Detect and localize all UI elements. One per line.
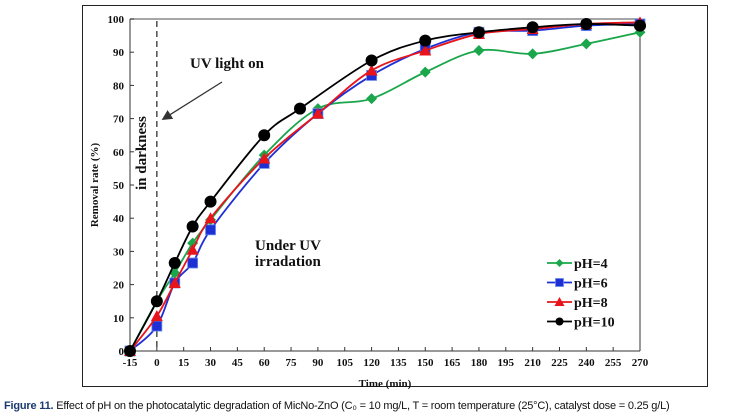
data-point <box>204 212 217 224</box>
x-tick-label: 0 <box>154 357 160 369</box>
legend-item: pH=8 <box>547 296 608 311</box>
legend: pH=4 pH=6 pH=8 pH=10 <box>547 257 615 331</box>
data-point <box>472 26 485 39</box>
data-point <box>419 66 431 78</box>
caption-text: Effect of pH on the photocatalytic degra… <box>53 400 670 412</box>
data-point <box>365 54 378 67</box>
y-ticks: 0 10 20 30 40 50 60 70 80 90 100 <box>108 14 134 358</box>
legend-label: pH=6 <box>574 277 608 292</box>
x-tick-label: 15 <box>178 357 190 369</box>
legend-label: pH=4 <box>574 257 608 272</box>
figure-frame <box>82 5 708 387</box>
data-point <box>555 278 564 287</box>
legend-item: pH=4 <box>547 257 608 272</box>
legend-label: pH=10 <box>574 316 615 331</box>
y-tick-label: 20 <box>113 280 125 292</box>
x-tick-label: 210 <box>524 357 541 369</box>
annotation-in-darkness: in darkness <box>134 116 150 190</box>
x-tick-label: 45 <box>232 357 244 369</box>
data-point <box>258 152 271 164</box>
data-point <box>150 295 163 308</box>
y-tick-label: 0 <box>119 346 125 358</box>
y-tick-label: 40 <box>113 213 125 225</box>
data-point <box>294 102 306 115</box>
x-tick-label: 90 <box>312 357 324 369</box>
series-line <box>129 31 641 352</box>
series-group <box>124 16 646 357</box>
data-point <box>419 44 432 56</box>
x-tick-label: 180 <box>471 357 488 369</box>
data-point <box>258 129 271 142</box>
data-point <box>419 34 432 47</box>
x-tick-label: 60 <box>259 357 271 369</box>
data-point <box>555 259 564 267</box>
legend-item: pH=10 <box>547 316 615 331</box>
data-point <box>187 257 199 269</box>
data-point <box>150 310 163 322</box>
data-point <box>580 38 592 50</box>
data-point <box>124 345 136 357</box>
x-axis-label: Time (min) <box>359 378 412 390</box>
y-tick-label: 90 <box>113 47 125 59</box>
data-point <box>527 48 539 60</box>
x-tick-label: 120 <box>363 357 380 369</box>
data-point <box>186 243 199 255</box>
x-tick-label: 135 <box>390 357 407 369</box>
data-point <box>365 64 378 76</box>
x-tick-label: -15 <box>123 357 138 369</box>
x-tick-label: 150 <box>417 357 434 369</box>
series-pH-10 <box>124 17 646 357</box>
data-point <box>366 93 378 105</box>
arrow-icon <box>161 81 223 120</box>
annotation-under-uv: Under UV <box>255 238 321 254</box>
data-point <box>580 17 593 30</box>
x-tick-label: 195 <box>498 357 515 369</box>
figure-caption: Figure 11. Effect of pH on the photocata… <box>4 400 670 412</box>
x-tick-label: 255 <box>605 357 622 369</box>
x-ticks: -15 0 15 30 45 60 75 90 105 120 135 150 165 180 195 210… <box>123 347 649 369</box>
x-tick-label: 105 <box>336 357 353 369</box>
y-tick-label: 30 <box>113 246 125 258</box>
x-tick-label: 75 <box>286 357 298 369</box>
annotation-irradiation: irradation <box>255 254 321 270</box>
chart-svg: -15 0 15 30 45 60 75 90 105 120 135 150 165 180 195 210… <box>89 14 649 390</box>
x-tick-label: 270 <box>632 357 649 369</box>
legend-label: pH=8 <box>574 296 608 311</box>
data-point <box>634 19 646 32</box>
figure-label: Figure 11. <box>4 400 54 412</box>
x-tick-label: 240 <box>578 357 595 369</box>
axes <box>129 18 641 352</box>
data-point <box>186 220 199 233</box>
x-tick-label: 30 <box>205 357 217 369</box>
data-point <box>554 297 565 306</box>
data-point <box>168 276 181 288</box>
data-point <box>311 107 324 119</box>
y-tick-label: 100 <box>108 14 125 26</box>
y-axis-label: Removal rate (%) <box>89 143 101 228</box>
data-point <box>555 317 564 326</box>
x-tick-label: 225 <box>551 357 568 369</box>
y-tick-label: 60 <box>113 147 125 159</box>
x-tick-label: 165 <box>444 357 461 369</box>
annotation-uv-light-on: UV light on <box>190 56 265 72</box>
data-point <box>205 224 216 236</box>
legend-item: pH=6 <box>547 277 608 292</box>
series-pH-4 <box>124 26 646 357</box>
y-tick-label: 70 <box>113 114 125 126</box>
y-tick-label: 50 <box>113 180 125 192</box>
y-tick-label: 10 <box>113 313 125 325</box>
data-point <box>473 45 485 57</box>
data-point <box>526 21 539 34</box>
data-point <box>204 195 217 208</box>
y-tick-label: 80 <box>113 80 125 92</box>
data-point <box>168 257 181 270</box>
